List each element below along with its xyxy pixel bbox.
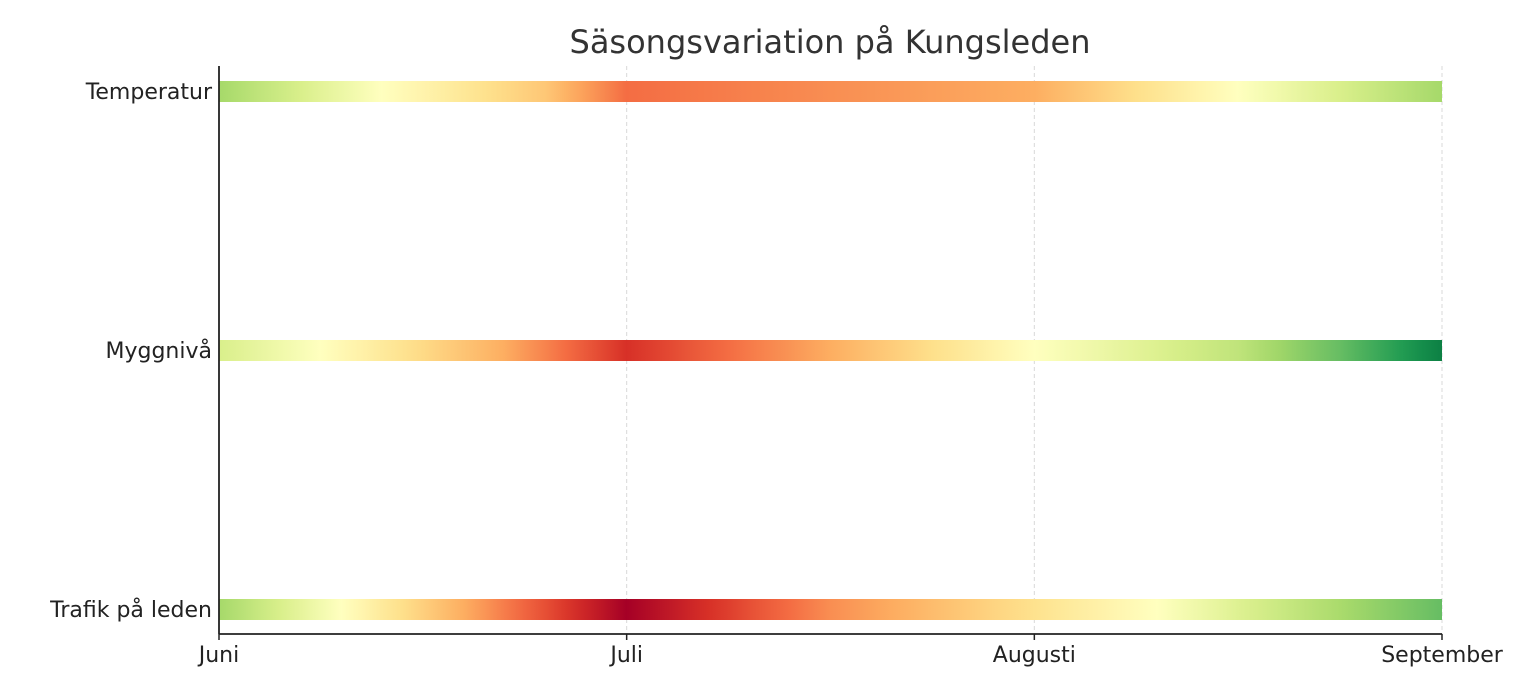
heat-bar-2 bbox=[219, 599, 1442, 620]
y-tick-label: Myggnivå bbox=[106, 338, 213, 364]
x-tick-label: Juni bbox=[197, 643, 240, 668]
x-tick-label: September bbox=[1381, 643, 1504, 668]
chart-title: Säsongsvariation på Kungsleden bbox=[570, 23, 1091, 61]
heat-bar-0 bbox=[219, 81, 1442, 102]
x-tick-label: Augusti bbox=[993, 643, 1076, 668]
y-tick-label: Trafik på leden bbox=[49, 597, 212, 623]
heat-bar-1 bbox=[219, 340, 1442, 361]
y-tick-label: Temperatur bbox=[85, 80, 213, 105]
x-tick-label: Juli bbox=[608, 643, 643, 668]
